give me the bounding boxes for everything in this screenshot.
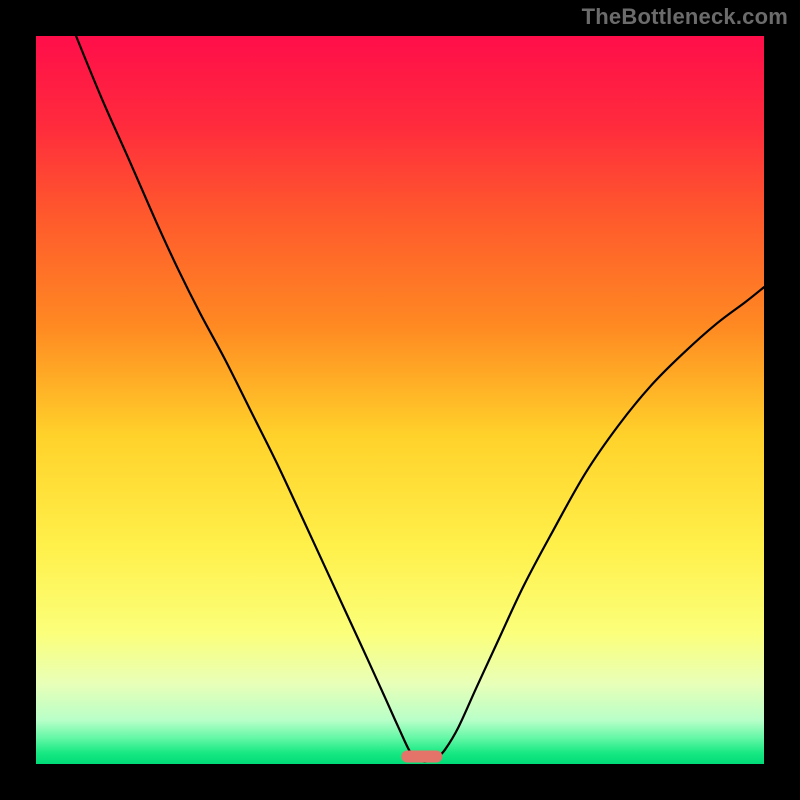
chart-container: TheBottleneck.com — [0, 0, 800, 800]
plot-area — [36, 36, 764, 764]
optimal-marker — [402, 751, 442, 762]
watermark-text: TheBottleneck.com — [582, 4, 788, 30]
plot-svg — [36, 36, 764, 764]
gradient-background — [36, 36, 764, 764]
